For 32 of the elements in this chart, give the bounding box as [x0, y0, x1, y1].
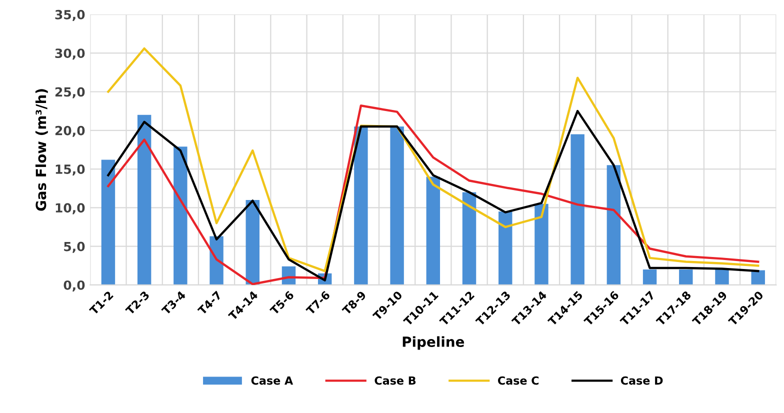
legend-label: Case C	[498, 376, 539, 385]
bar	[642, 270, 657, 285]
y-tick-label: 15,0	[56, 164, 85, 176]
bar	[751, 270, 765, 285]
y-tick-label: 5,0	[64, 242, 85, 253]
y-tick-label: 25,0	[55, 87, 85, 98]
y-tick-label: 35,0	[55, 10, 85, 21]
bar	[426, 176, 440, 285]
bar	[498, 212, 512, 285]
bar	[606, 165, 621, 285]
bar	[390, 126, 404, 285]
bar	[137, 114, 152, 285]
bar	[101, 160, 116, 285]
bar	[679, 270, 693, 285]
legend-label: Case D	[620, 376, 663, 385]
legend-label: Case A	[251, 376, 294, 385]
bar	[210, 236, 224, 285]
bar	[174, 146, 188, 285]
bar	[534, 204, 548, 285]
line-series	[107, 47, 760, 272]
y-tick-label: 0,0	[64, 280, 85, 292]
bar	[462, 192, 476, 285]
bar	[246, 200, 260, 285]
x-axis-title: Pipeline	[402, 336, 464, 350]
bar	[354, 126, 368, 285]
y-tick-label: 20,0	[55, 126, 85, 137]
bar	[715, 270, 729, 285]
y-axis-title: Gas Flow (m³/h)	[35, 89, 48, 211]
y-tick-label: 30,0	[55, 48, 85, 60]
legend-label: Case B	[374, 376, 416, 385]
y-tick-label: 10,0	[56, 203, 85, 214]
bar	[570, 134, 584, 285]
